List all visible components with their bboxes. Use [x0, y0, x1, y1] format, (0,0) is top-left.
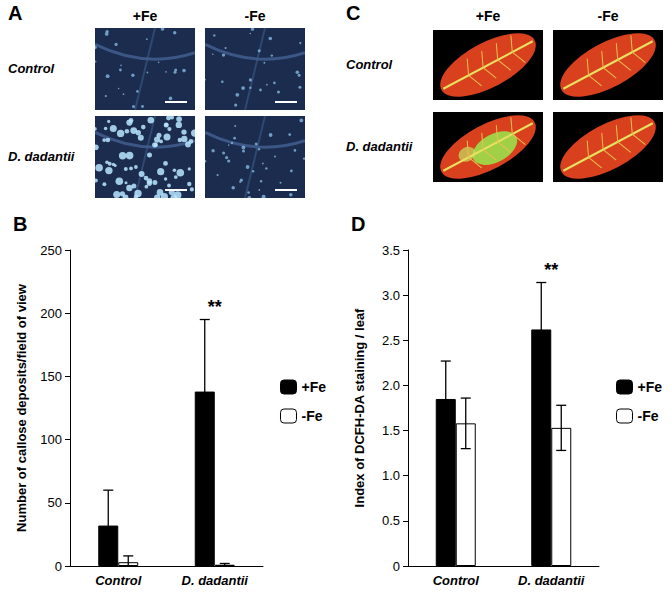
svg-text:0.5: 0.5: [382, 513, 400, 528]
html-text:Control: Control: [346, 57, 393, 72]
svg-text:2.5: 2.5: [382, 333, 400, 348]
svg-text:150: 150: [40, 369, 62, 384]
html-text:D. dadantii: D. dadantii: [8, 149, 75, 164]
svg-text:Number of callose deposits/fie: Number of callose deposits/field of view: [14, 283, 29, 532]
html-text:+Fe: +Fe: [475, 8, 501, 24]
svg-text:**: **: [208, 297, 222, 317]
svg-text:Control: Control: [433, 573, 480, 588]
svg-text:-Fe: -Fe: [301, 408, 322, 424]
svg-text:1.5: 1.5: [382, 423, 400, 438]
svg-text:0: 0: [393, 559, 400, 574]
svg-text:Control: Control: [95, 573, 142, 588]
svg-text:D: D: [351, 213, 365, 235]
svg-text:Index of DCFH-DA staining / le: Index of DCFH-DA staining / leaf: [352, 308, 367, 508]
svg-text:**: **: [544, 260, 558, 280]
svg-text:D. dadantii: D. dadantii: [182, 573, 249, 588]
html-text:A: A: [8, 2, 23, 24]
svg-text:50: 50: [48, 495, 62, 510]
html-text:+Fe: +Fe: [132, 8, 158, 24]
svg-text:100: 100: [40, 432, 62, 447]
html-text:-Fe: -Fe: [244, 8, 266, 24]
svg-text:B: B: [13, 213, 27, 235]
svg-text:-Fe: -Fe: [637, 408, 658, 424]
svg-text:D. dadantii: D. dadantii: [518, 573, 585, 588]
svg-text:+Fe: +Fe: [637, 379, 662, 395]
svg-text:1.0: 1.0: [382, 468, 400, 483]
html-text:D. dadantii: D. dadantii: [346, 139, 413, 154]
svg-text:+Fe: +Fe: [301, 379, 326, 395]
html-text:C: C: [346, 2, 361, 24]
svg-text:3.5: 3.5: [382, 243, 400, 258]
svg-text:3.0: 3.0: [382, 288, 400, 303]
html-text:Control: Control: [8, 61, 55, 76]
svg-text:0: 0: [55, 559, 62, 574]
svg-text:250: 250: [40, 243, 62, 258]
html-text:-Fe: -Fe: [597, 8, 619, 24]
svg-text:2.0: 2.0: [382, 378, 400, 393]
svg-text:200: 200: [40, 306, 62, 321]
